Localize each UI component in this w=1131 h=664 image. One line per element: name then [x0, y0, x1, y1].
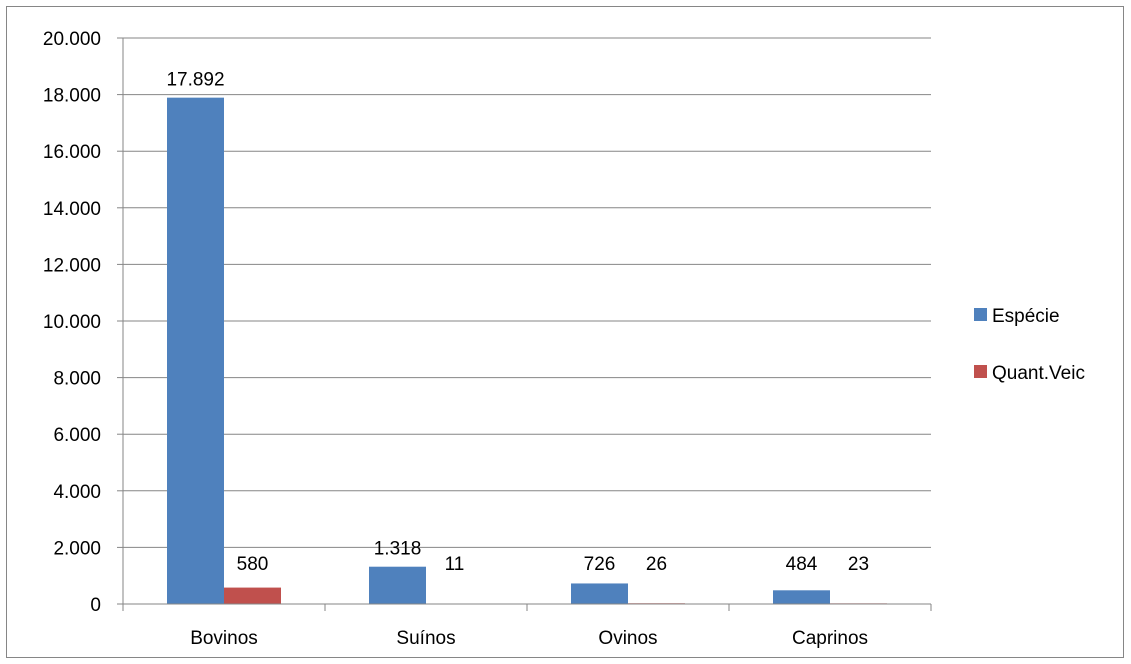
x-tick-label: Suínos: [396, 628, 455, 649]
data-label: 23: [848, 554, 869, 575]
legend-swatch-especie: [974, 308, 987, 321]
y-tick-label: 18.000: [43, 86, 101, 107]
y-tick-label: 6.000: [53, 425, 101, 446]
data-label: 726: [584, 554, 616, 575]
gridlines: [123, 37, 931, 548]
y-tick-label: 2.000: [53, 538, 101, 559]
legend-label: Quant.Veic: [992, 363, 1085, 384]
x-axis: Bovinos Suínos Ovinos Caprinos: [122, 38, 932, 649]
y-tick-label: 20.000: [43, 29, 101, 50]
bar-especie-caprinos: [773, 590, 830, 604]
y-tick-label: 16.000: [43, 142, 101, 163]
data-label: 26: [646, 554, 667, 575]
bar-especie-suínos: [369, 566, 426, 604]
bar-especie-bovinos: [167, 97, 224, 604]
data-label: 484: [786, 554, 818, 575]
y-tick-label: 4.000: [53, 482, 101, 503]
y-tick-label: 14.000: [43, 199, 101, 220]
bar-especie-ovinos: [571, 583, 628, 604]
x-tick-label: Caprinos: [792, 628, 868, 649]
y-axis-ticks: 0 2.000 4.000 6.000 8.000 10.000 12.000 14.000 1…: [43, 29, 123, 616]
y-tick-label: 8.000: [53, 369, 101, 390]
legend: Espécie Quant.Veic: [974, 306, 1085, 384]
bars: [167, 97, 887, 604]
data-label: 1.318: [374, 539, 422, 560]
x-tick-label: Bovinos: [190, 628, 258, 649]
bar-quant-veic-bovinos: [224, 587, 281, 604]
x-tick-label: Ovinos: [598, 628, 657, 649]
legend-swatch-quant-veic: [974, 365, 987, 378]
y-tick-label: 0: [90, 595, 101, 616]
y-tick-label: 12.000: [43, 255, 101, 276]
data-label: 17.892: [166, 70, 224, 91]
data-label: 580: [237, 554, 269, 575]
data-label: 11: [445, 554, 465, 575]
data-labels: 17.892 580 1.318 11 726 26 484 23: [166, 70, 869, 575]
y-tick-label: 10.000: [43, 312, 101, 333]
legend-label: Espécie: [992, 306, 1060, 327]
